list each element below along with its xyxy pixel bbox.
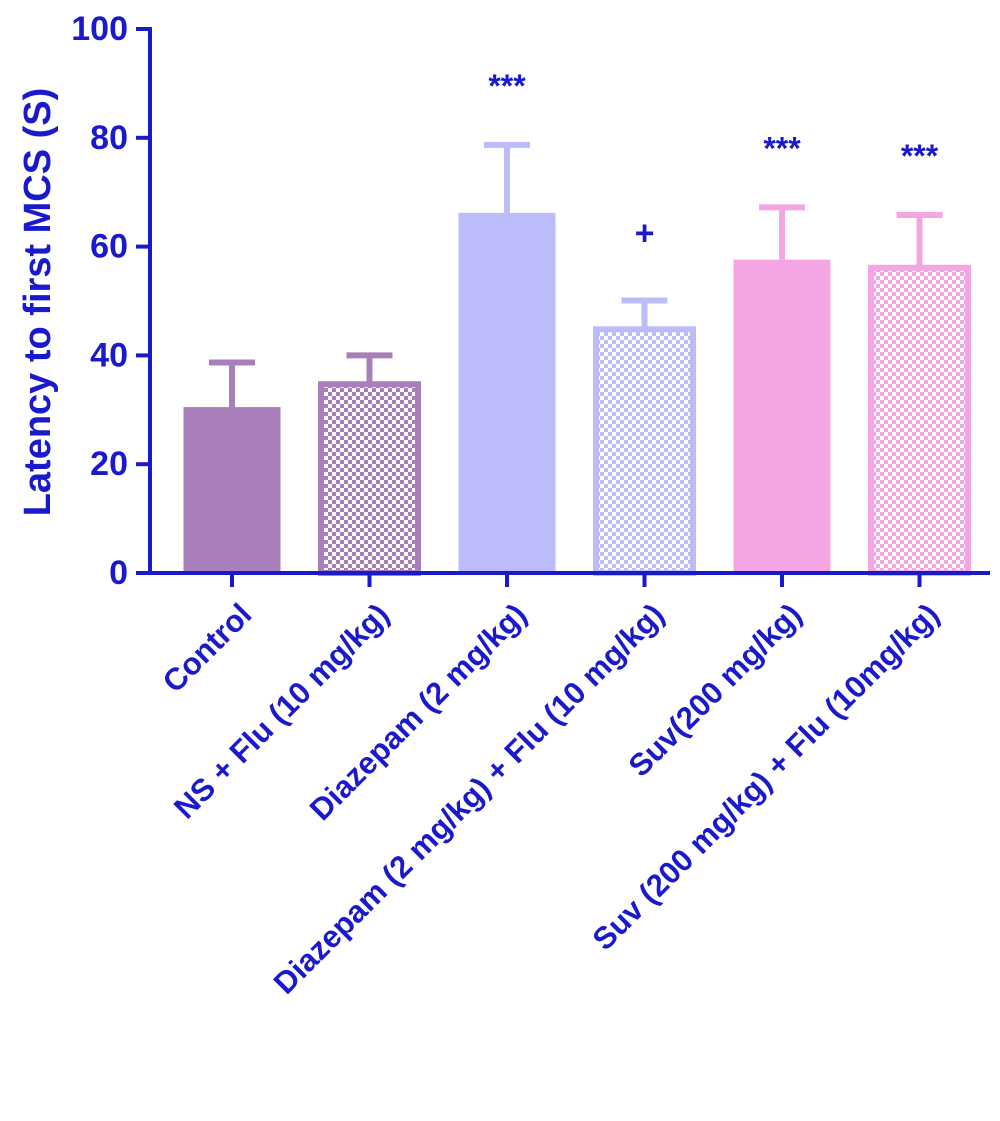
significance-label: *** <box>901 138 939 174</box>
y-tick-label: 100 <box>71 10 128 48</box>
significance-label: *** <box>488 68 526 104</box>
significance-label: + <box>635 214 655 252</box>
y-axis-label: Latency to first MCS (S) <box>17 88 59 517</box>
x-tick-label: Control <box>156 597 259 700</box>
significance-label: *** <box>763 130 801 166</box>
y-tick-label: 0 <box>109 554 128 592</box>
bar <box>458 212 556 573</box>
bar <box>183 407 281 573</box>
bar <box>318 381 421 576</box>
bar <box>593 326 696 576</box>
bar <box>733 259 831 573</box>
bar <box>868 264 971 576</box>
y-tick-label: 80 <box>90 119 128 157</box>
y-tick-label: 20 <box>90 445 128 483</box>
y-tick-label: 60 <box>90 228 128 266</box>
y-tick-label: 40 <box>90 336 128 374</box>
